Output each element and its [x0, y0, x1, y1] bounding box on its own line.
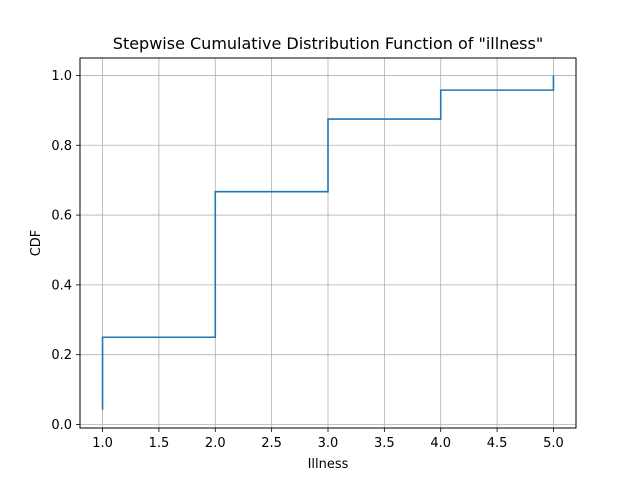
- y-tick-label: 0.2: [51, 348, 72, 363]
- x-tick-label: 4.5: [487, 436, 508, 451]
- x-tick-label: 5.0: [543, 436, 564, 451]
- cdf-step-line: [101, 75, 555, 410]
- x-tick-label: 4.0: [430, 436, 451, 451]
- x-tick-label: 2.0: [205, 436, 226, 451]
- x-tick-label: 1.0: [92, 436, 113, 451]
- y-axis-label: CDF: [29, 230, 44, 257]
- y-tick-label: 1.0: [51, 69, 72, 84]
- y-tick-label: 0.8: [51, 139, 72, 154]
- y-tick-label: 0.0: [51, 418, 72, 433]
- x-axis: 1.0 1.5 2.0 2.5 3.0 3.5 4.0 4.5 5.0: [92, 428, 564, 451]
- series-layer: [101, 75, 555, 410]
- chart-title: Stepwise Cumulative Distribution Functio…: [113, 34, 543, 53]
- y-tick-label: 0.4: [51, 278, 72, 293]
- y-axis: 0.0 0.2 0.4 0.6 0.8 1.0: [51, 69, 80, 433]
- x-tick-label: 1.5: [149, 436, 170, 451]
- x-tick-label: 3.5: [374, 436, 395, 451]
- x-axis-label: Illness: [308, 457, 349, 472]
- x-tick-label: 3.0: [318, 436, 339, 451]
- x-tick-label: 2.5: [261, 436, 282, 451]
- y-tick-label: 0.6: [51, 209, 72, 224]
- grid-lines: [80, 58, 576, 428]
